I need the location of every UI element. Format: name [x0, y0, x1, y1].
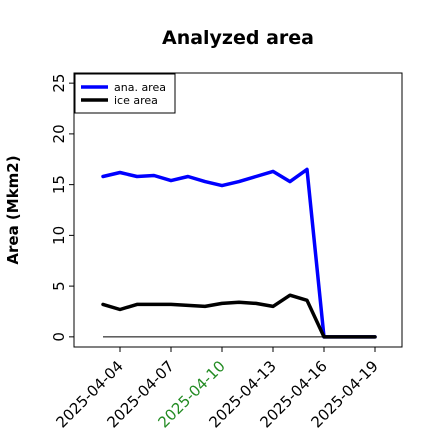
legend-label: ana. area — [114, 81, 166, 94]
legend-box — [74, 73, 176, 114]
y-axis-label: Area (Mkm2) — [4, 155, 22, 264]
y-tick-label: 5 — [50, 281, 68, 291]
y-tick-label: 0 — [50, 332, 68, 342]
y-tick-label: 10 — [50, 226, 68, 245]
chart-title: Analyzed area — [162, 27, 314, 49]
series-line-ana-area — [101, 167, 377, 339]
y-tick-label: 15 — [50, 175, 68, 194]
series-line-ice-area — [101, 293, 377, 339]
y-tick-label: 25 — [50, 74, 68, 93]
y-tick-label: 20 — [50, 124, 68, 143]
plot-frame — [73, 72, 403, 348]
legend-label: ice area — [114, 94, 158, 107]
plot-area: 05101520252025-04-042025-04-072025-04-10… — [50, 74, 382, 432]
